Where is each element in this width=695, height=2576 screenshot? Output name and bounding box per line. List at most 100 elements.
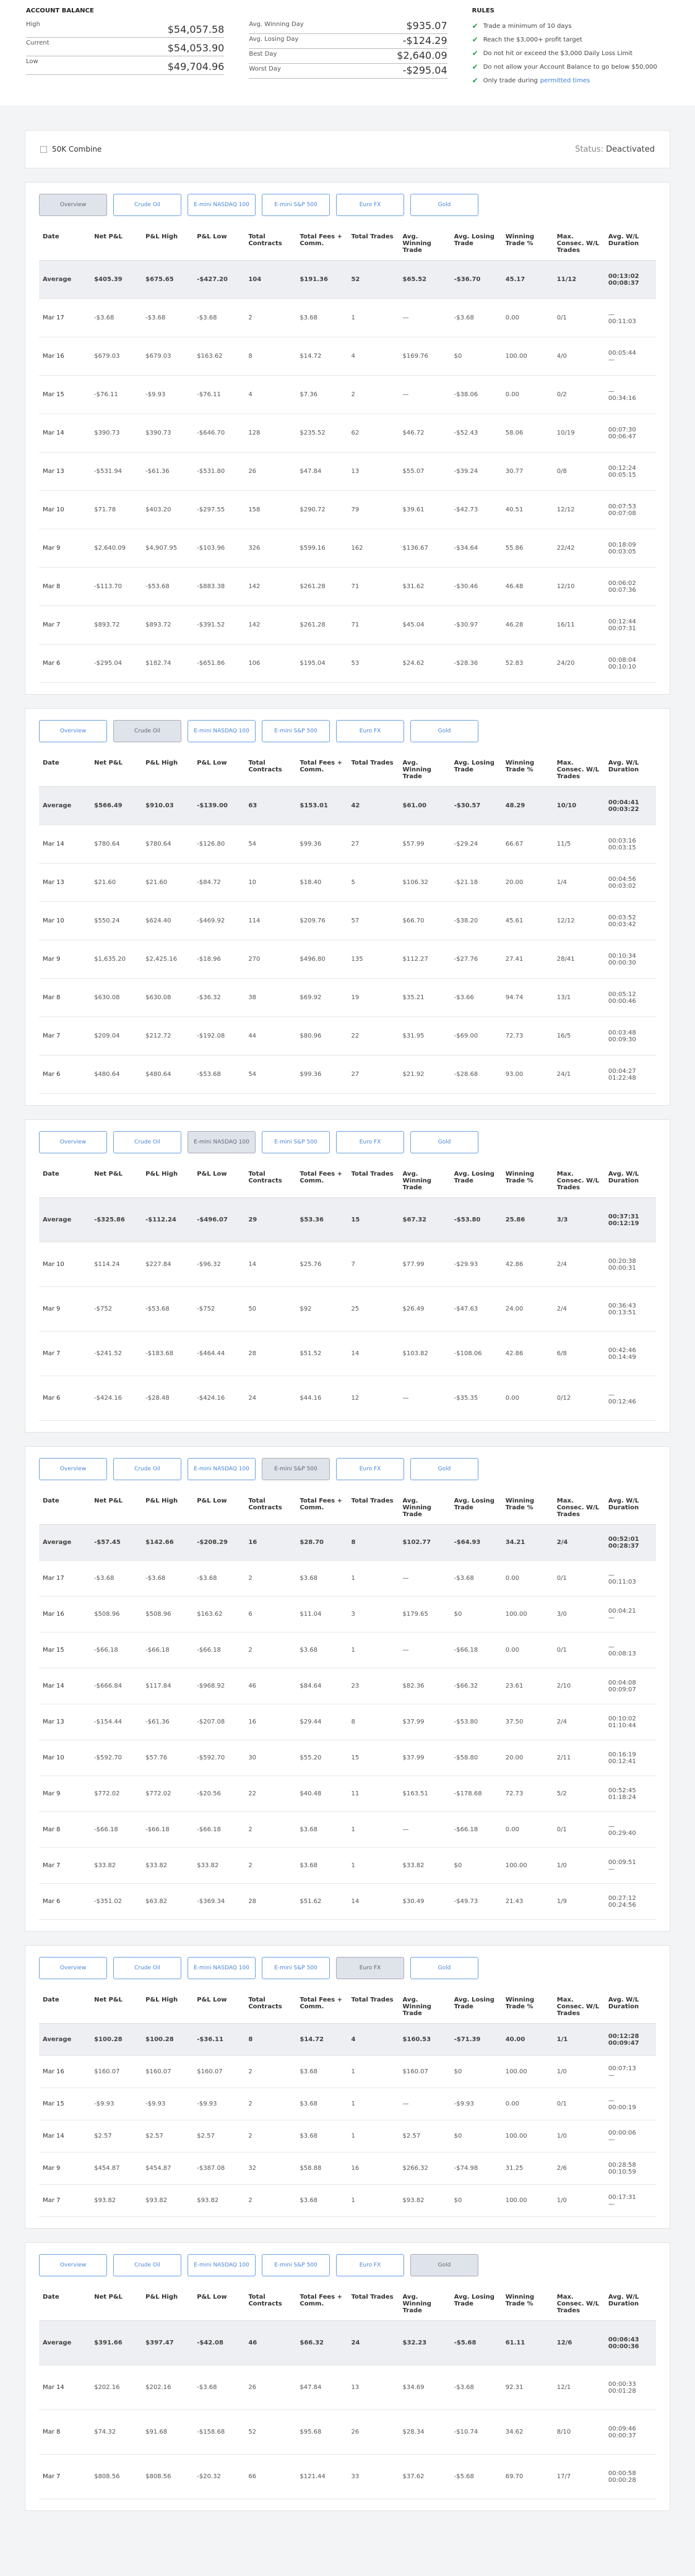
cell: 5 [347, 863, 399, 902]
cell: -$64.93 [450, 1524, 502, 1561]
duration: 00:00:30 [608, 959, 636, 966]
tab[interactable]: E-mini NASDAQ 100 [188, 2254, 256, 2276]
tab[interactable]: E-mini S&P 500 [262, 720, 330, 742]
tab[interactable]: E-mini NASDAQ 100 [188, 194, 256, 216]
cell: -$752 [193, 1286, 245, 1332]
cell: -$53.68 [142, 1286, 194, 1332]
tab[interactable]: E-mini NASDAQ 100 [188, 1458, 256, 1480]
cell: 114 [244, 901, 296, 940]
header-row: Date Net P&L P&L High P&L Low Total Contract… [39, 2288, 656, 2321]
tab[interactable]: Overview [39, 720, 107, 742]
cell: -$9.93 [142, 375, 194, 414]
cell: $121.44 [296, 2454, 348, 2499]
cell: Mar 10 [39, 1242, 91, 1287]
cell: -$9.93 [142, 2088, 194, 2120]
cell: Mar 16 [39, 2055, 91, 2088]
stats-table: Date Net P&L P&L High P&L Low Total Contract… [39, 1164, 656, 1421]
tab[interactable]: Euro FX [336, 2254, 404, 2276]
tab[interactable]: E-mini S&P 500 [262, 194, 330, 216]
cell: 28/41 [553, 940, 605, 979]
table-row: Mar 9 $1,635.20 $2,425.16 -$18.96 270 $496.80… [39, 940, 656, 979]
tab[interactable]: Euro FX [336, 1458, 404, 1480]
tab[interactable]: Euro FX [336, 1131, 404, 1153]
tab[interactable]: E-mini S&P 500 [262, 1957, 330, 1979]
tab[interactable]: E-mini NASDAQ 100 [188, 720, 256, 742]
tab[interactable]: Gold [410, 720, 478, 742]
tab[interactable]: E-mini S&P 500 [262, 1458, 330, 1480]
balance-row: High $54,057.58 [26, 19, 225, 38]
cell: -$387.08 [193, 2152, 245, 2185]
column-header: P&L High [142, 2288, 194, 2321]
link[interactable]: permitted times [540, 77, 590, 84]
cell: -$3.68 [142, 298, 194, 337]
cell: -$34.64 [450, 529, 502, 568]
tab[interactable]: Overview [39, 1957, 107, 1979]
tab[interactable]: Overview [39, 194, 107, 216]
cell: 33 [347, 2454, 399, 2499]
cell: -$469.92 [193, 901, 245, 940]
cell: $3.68 [296, 1847, 348, 1884]
tab[interactable]: Crude Oil [113, 1458, 181, 1480]
cell: $496.80 [296, 940, 348, 979]
cell: $142.66 [142, 1524, 194, 1561]
tab[interactable]: Gold [410, 2254, 478, 2276]
tab[interactable]: E-mini S&P 500 [262, 1131, 330, 1153]
cell: $29.44 [296, 1704, 348, 1740]
cell: $55.07 [399, 452, 451, 491]
cell: -$61.36 [142, 452, 194, 491]
cell: Mar 8 [39, 567, 91, 606]
tab[interactable]: Overview [39, 2254, 107, 2276]
cell: -$651.86 [193, 644, 245, 683]
column-header: Avg. Winning Trade [399, 1491, 451, 1525]
tab[interactable]: E-mini NASDAQ 100 [188, 1957, 256, 1979]
tab[interactable]: Overview [39, 1458, 107, 1480]
account-balance: ACCOUNT BALANCE High $54,057.58 Current $54,… [26, 7, 225, 93]
tab[interactable]: Crude Oil [113, 720, 181, 742]
tab[interactable]: Crude Oil [113, 194, 181, 216]
tab[interactable]: Crude Oil [113, 1957, 181, 1979]
cell: Mar 15 [39, 1632, 91, 1668]
cell: 14 [347, 1331, 399, 1376]
tab[interactable]: Crude Oil [113, 1131, 181, 1153]
cell: 20.00 [501, 1740, 553, 1776]
tab[interactable]: Euro FX [336, 720, 404, 742]
value: $935.07 [406, 20, 447, 32]
tab[interactable]: Euro FX [336, 1957, 404, 1979]
cell: $4,907.95 [142, 529, 194, 568]
tab[interactable]: Gold [410, 1458, 478, 1480]
tab[interactable]: Overview [39, 1131, 107, 1153]
page: ACCOUNT BALANCE High $54,057.58 Current $54,… [0, 0, 695, 2511]
duration: 00:36:43 [608, 1302, 636, 1309]
tab[interactable]: Gold [410, 194, 478, 216]
column-header: Total Contracts [244, 1164, 296, 1198]
duration: — [608, 1571, 615, 1579]
cell: 00:52:45 01:18:24 [604, 1776, 656, 1812]
cell: -$666.84 [90, 1668, 142, 1704]
tab[interactable]: E-mini NASDAQ 100 [188, 1131, 256, 1153]
tab[interactable]: Crude Oil [113, 2254, 181, 2276]
cell: $163.62 [193, 337, 245, 376]
duration: 00:11:03 [608, 1578, 636, 1585]
tab[interactable]: Gold [410, 1131, 478, 1153]
column-header: Winning Trade % [501, 753, 553, 787]
spacer [249, 7, 447, 14]
cell: 0/1 [553, 2088, 605, 2120]
cell: $160.07 [193, 2055, 245, 2088]
column-header: Total Contracts [244, 1491, 296, 1525]
cell: 0/2 [553, 375, 605, 414]
duration: 00:04:41 [608, 799, 639, 806]
cell: 00:12:44 00:07:31 [604, 605, 656, 644]
duration: 00:00:58 [608, 2470, 636, 2477]
cell: 00:10:02 01:10:44 [604, 1704, 656, 1740]
cell: -$35.35 [450, 1376, 502, 1421]
tab[interactable]: Gold [410, 1957, 478, 1979]
tab[interactable]: Euro FX [336, 194, 404, 216]
tab[interactable]: E-mini S&P 500 [262, 2254, 330, 2276]
cell: 2 [347, 375, 399, 414]
cell: $202.16 [142, 2365, 194, 2410]
cell: 00:20:38 00:00:31 [604, 1242, 656, 1287]
cell: $25.76 [296, 1242, 348, 1287]
cell: $92 [296, 1286, 348, 1332]
cell: $182.74 [142, 644, 194, 683]
cell: $53.36 [296, 1197, 348, 1242]
